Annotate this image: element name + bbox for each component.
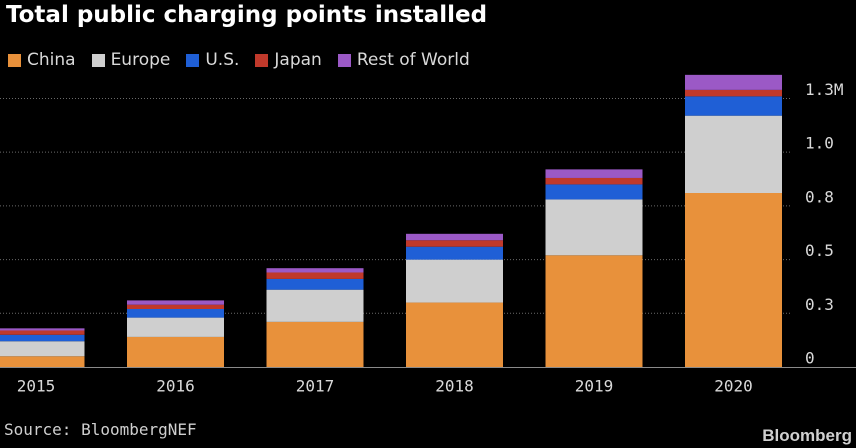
bar-2016-europe bbox=[127, 317, 224, 337]
y-tick-label-3: 0.8 bbox=[805, 187, 834, 206]
bar-2020-u-s bbox=[685, 96, 782, 116]
bar-2017-europe bbox=[266, 289, 364, 322]
bar-2016-japan bbox=[127, 304, 224, 309]
bar-2018-u-s bbox=[406, 246, 503, 260]
bar-2017-japan bbox=[266, 272, 364, 279]
x-tick-label-2017: 2017 bbox=[296, 377, 335, 396]
bar-2020-japan bbox=[685, 89, 782, 97]
legend-label-rest-of-world: Rest of World bbox=[356, 50, 470, 70]
legend-label-china: China bbox=[27, 50, 76, 70]
bar-2020-china bbox=[685, 193, 782, 367]
x-tick-label-2019: 2019 bbox=[575, 377, 614, 396]
bar-2019-china bbox=[545, 255, 643, 367]
bloomberg-logo: Bloomberg bbox=[762, 426, 852, 445]
y-tick-label-0: 0 bbox=[805, 349, 815, 368]
bar-2015-europe bbox=[0, 341, 85, 357]
bar-2019-japan bbox=[545, 177, 643, 185]
bar-2018-rest-of-world bbox=[406, 233, 503, 241]
bar-2017-u-s bbox=[266, 278, 364, 290]
bar-2017-china bbox=[266, 321, 364, 367]
bar-2015-china bbox=[0, 356, 85, 367]
legend-item-japan: Japan bbox=[255, 50, 322, 70]
bar-2020-europe bbox=[685, 115, 782, 193]
x-tick-label-2018: 2018 bbox=[435, 377, 474, 396]
legend-label-us: U.S. bbox=[205, 50, 240, 70]
bar-2018-japan bbox=[406, 240, 503, 247]
bar-2020-rest-of-world bbox=[685, 74, 782, 90]
legend-swatch-japan bbox=[255, 53, 269, 67]
legend-item-us: U.S. bbox=[186, 50, 239, 70]
legend-label-europe: Europe bbox=[110, 50, 171, 70]
legend-item-europe: Europe bbox=[91, 50, 171, 70]
y-tick-label-2: 0.5 bbox=[805, 241, 834, 260]
chart-legend: China Europe U.S. Japan Rest of World bbox=[8, 50, 486, 70]
bar-2015-u-s bbox=[0, 334, 85, 342]
x-tick-label-2015: 2015 bbox=[17, 377, 56, 396]
bar-2018-europe bbox=[406, 259, 503, 303]
y-tick-label-5: 1.3M bbox=[805, 80, 844, 99]
bar-2016-rest-of-world bbox=[127, 300, 224, 305]
legend-swatch-us bbox=[186, 53, 200, 67]
legend-swatch-china bbox=[8, 53, 21, 67]
bar-2018-china bbox=[406, 302, 503, 367]
y-tick-label-4: 1.0 bbox=[805, 134, 834, 153]
legend-item-rest-of-world: Rest of World bbox=[337, 50, 470, 70]
x-tick-label-2020: 2020 bbox=[714, 377, 753, 396]
legend-swatch-europe bbox=[91, 53, 105, 67]
chart-title: Total public charging points installed bbox=[6, 2, 488, 28]
y-tick-label-1: 0.3 bbox=[805, 295, 834, 314]
bar-2019-u-s bbox=[545, 184, 643, 200]
legend-label-japan: Japan bbox=[274, 50, 322, 70]
bar-2016-china bbox=[127, 336, 224, 367]
legend-swatch-rest-of-world bbox=[337, 53, 351, 67]
bar-2019-europe bbox=[545, 199, 643, 256]
x-tick-label-2016: 2016 bbox=[156, 377, 195, 396]
source-note: Source: BloombergNEF bbox=[4, 420, 197, 439]
legend-item-china: China bbox=[8, 50, 76, 70]
bar-2015-rest-of-world bbox=[0, 328, 85, 331]
bar-2017-rest-of-world bbox=[266, 268, 364, 273]
bar-2015-japan bbox=[0, 330, 85, 335]
bar-2016-u-s bbox=[127, 309, 224, 318]
bar-2019-rest-of-world bbox=[545, 169, 643, 178]
